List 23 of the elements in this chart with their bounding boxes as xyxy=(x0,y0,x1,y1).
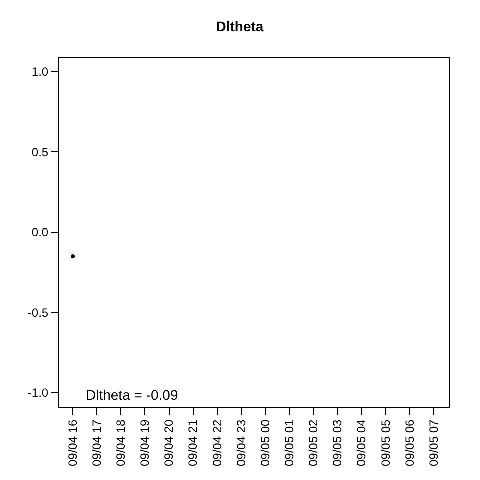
y-tick-label: -0.5 xyxy=(28,306,49,320)
x-tick-label: 09/05 04 xyxy=(354,419,369,467)
x-tick-label: 09/05 01 xyxy=(282,419,297,467)
x-tick-label: 09/05 00 xyxy=(258,419,272,467)
x-tick-label: 09/04 16 xyxy=(66,419,80,467)
x-tick-label: 09/04 17 xyxy=(90,419,104,467)
x-tick-label: 09/04 19 xyxy=(138,419,152,467)
y-tick-label: -1.0 xyxy=(28,386,49,400)
y-tick-label: 1.0 xyxy=(32,65,49,80)
x-tick-label: 09/05 03 xyxy=(330,419,345,467)
x-tick-label: 09/04 23 xyxy=(234,419,248,467)
x-tick-label: 09/05 07 xyxy=(426,419,441,467)
annotation: Dltheta = -0.09 xyxy=(86,387,178,403)
x-tick-label: 09/05 06 xyxy=(402,419,417,467)
chart-title: Dltheta xyxy=(216,18,264,34)
x-tick-label: 09/04 18 xyxy=(114,419,128,467)
x-tick-label: 09/05 02 xyxy=(306,419,321,467)
x-tick-label: 09/05 05 xyxy=(378,419,393,467)
x-tick-label: 09/04 21 xyxy=(186,419,200,467)
y-tick-label: 0.5 xyxy=(32,145,49,160)
x-tick-label: 09/04 22 xyxy=(210,419,224,467)
y-tick-label: 0.0 xyxy=(32,226,49,240)
x-tick-label: 09/04 20 xyxy=(162,419,176,467)
